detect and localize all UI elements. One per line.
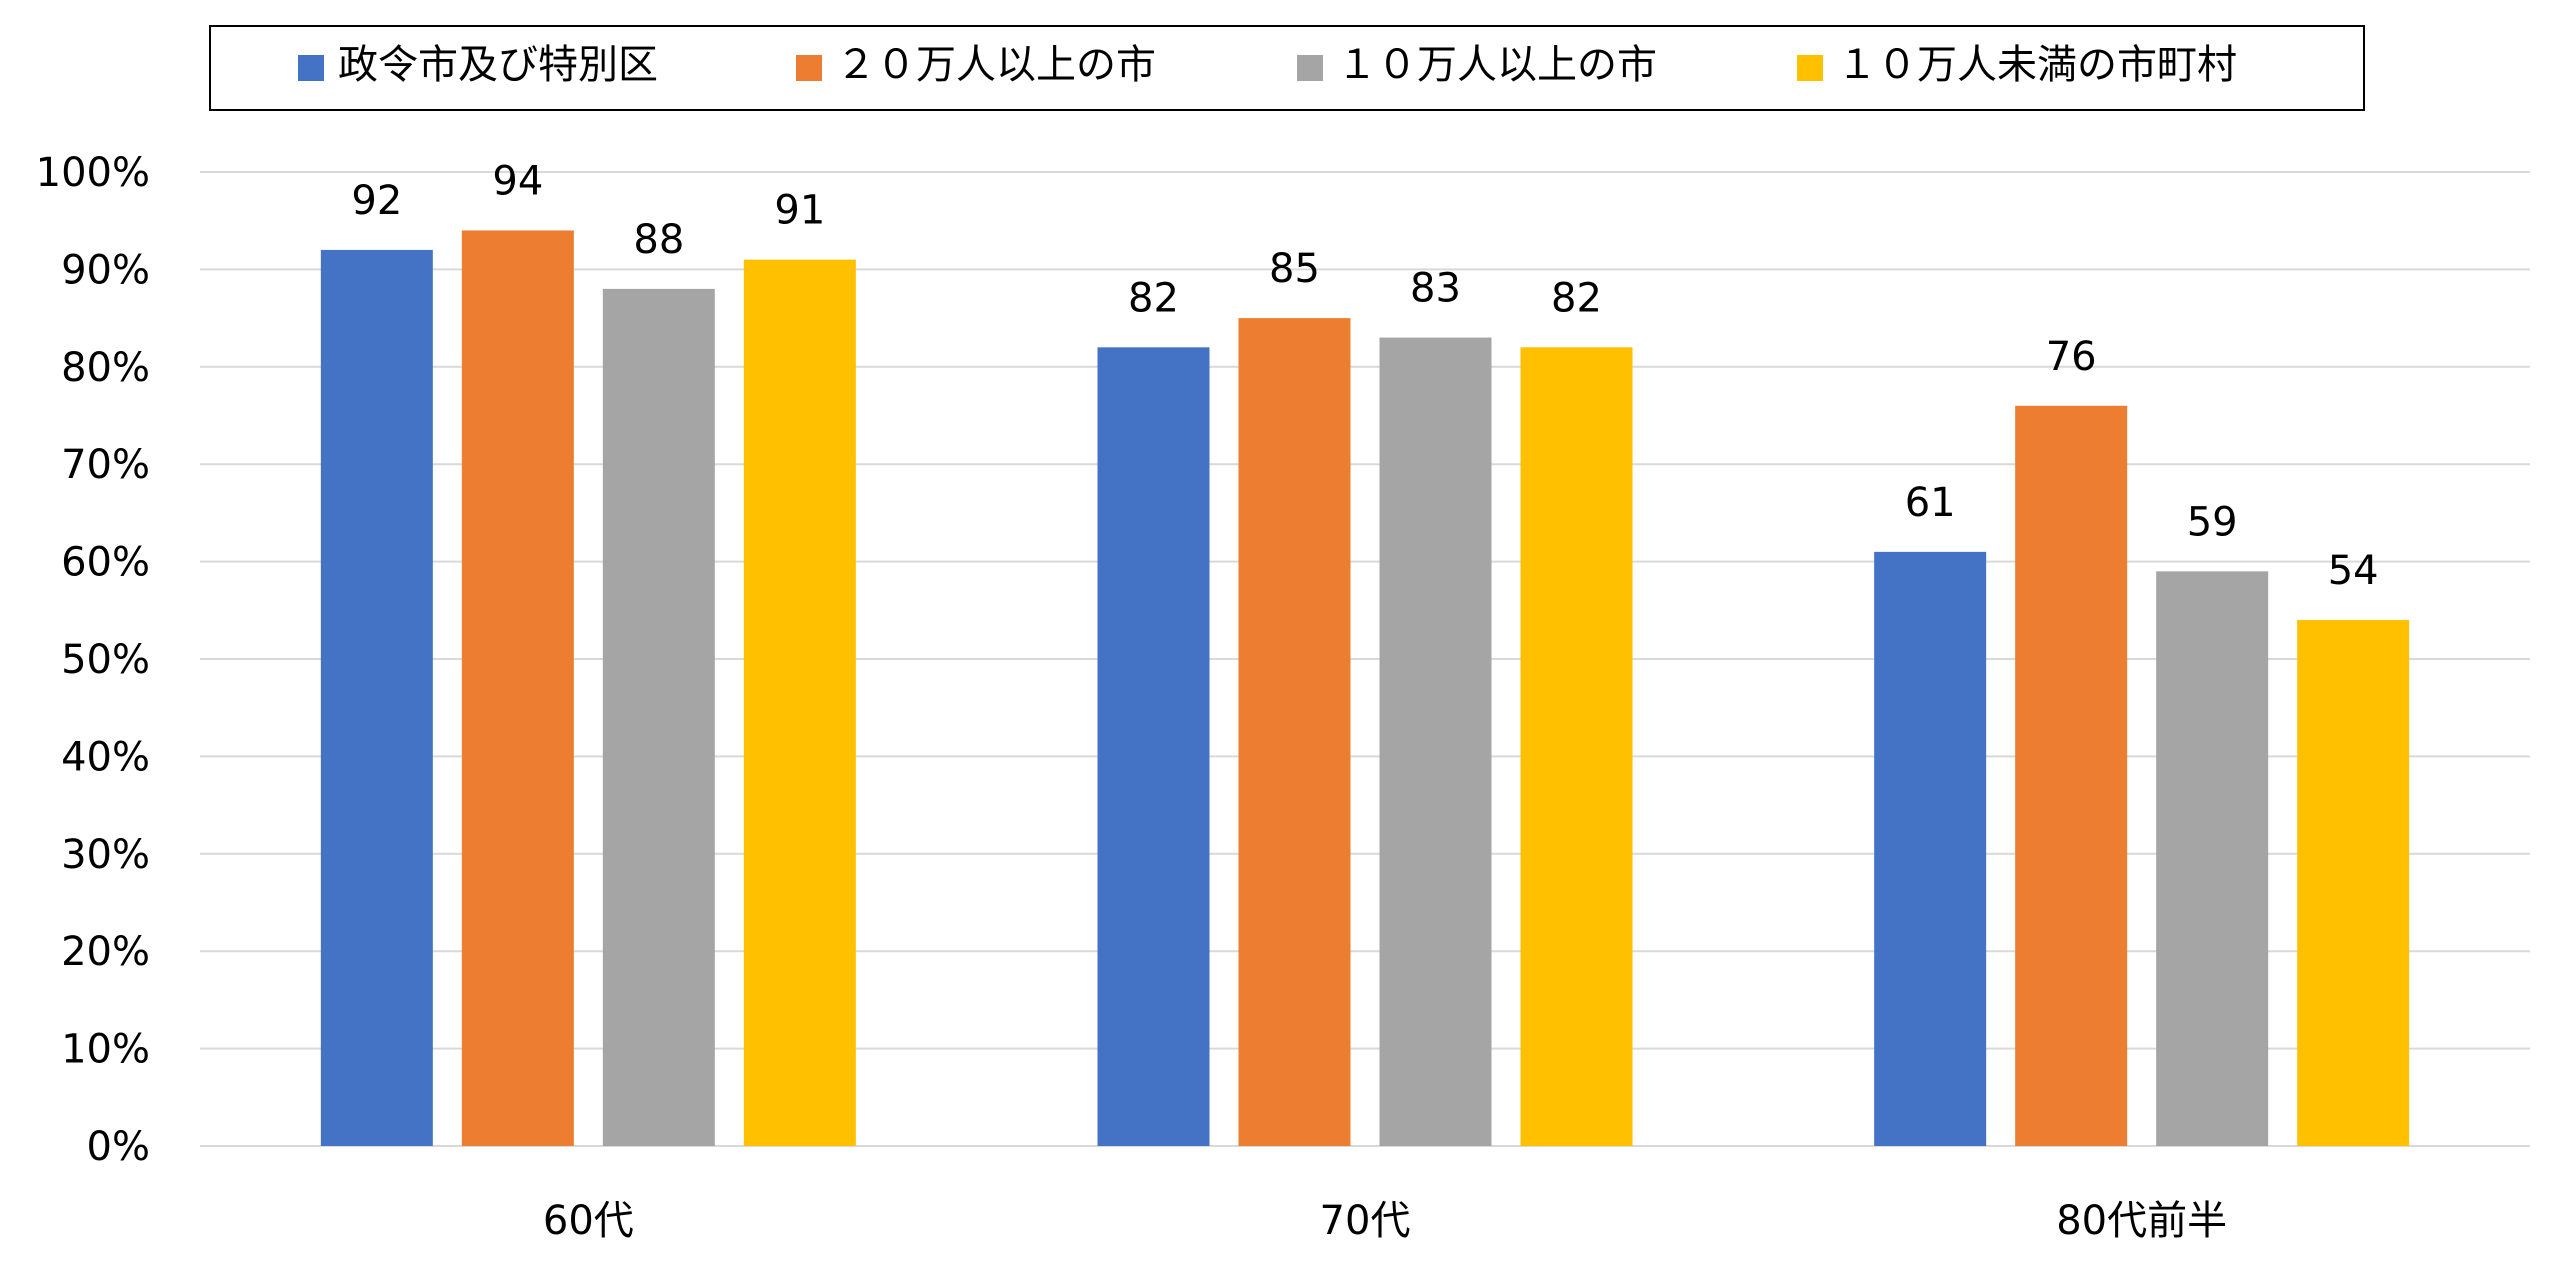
- y-tick-label: 90%: [61, 247, 150, 293]
- legend-swatch: [1297, 55, 1323, 81]
- y-tick-label: 80%: [61, 345, 150, 391]
- legend-swatch: [1797, 55, 1823, 81]
- y-tick-label: 40%: [61, 734, 150, 780]
- bars: [320, 230, 2410, 1147]
- data-label: 54: [2328, 548, 2379, 594]
- y-tick-label: 60%: [61, 540, 150, 586]
- y-tick-label: 100%: [36, 150, 150, 196]
- data-label: 82: [1128, 275, 1179, 321]
- y-axis-tick-labels: 0% 10% 20% 30% 40% 50% 60% 70% 80% 90% 100%: [36, 150, 150, 1170]
- data-label: 76: [2046, 334, 2097, 380]
- legend-label: 政令市及び特別区: [338, 42, 658, 88]
- bar: [320, 249, 433, 1147]
- category-label: 60代: [543, 1198, 634, 1244]
- legend-label: １０万人未満の市町村: [1837, 42, 2237, 88]
- bar: [2156, 571, 2269, 1146]
- data-label: 92: [351, 178, 402, 224]
- legend-box: [209, 25, 2365, 111]
- category-label: 70代: [1320, 1198, 1411, 1244]
- y-tick-label: 10%: [61, 1027, 150, 1073]
- bar: [2297, 620, 2410, 1146]
- bar: [743, 259, 856, 1146]
- legend: 政令市及び特別区 ２０万人以上の市 １０万人以上の市 １０万人未満の市町村: [209, 25, 2365, 111]
- legend-label: １０万人以上の市: [1337, 42, 1657, 88]
- data-label: 94: [492, 158, 543, 204]
- bar: [1097, 347, 1210, 1146]
- y-tick-label: 20%: [61, 929, 150, 975]
- data-labels: 92 94 88 91 82 85 83 82 61 76 59 54: [351, 158, 2378, 594]
- data-label: 59: [2187, 499, 2238, 545]
- legend-swatch: [298, 55, 324, 81]
- data-label: 82: [1551, 275, 1602, 321]
- bar: [2015, 405, 2128, 1146]
- data-label: 85: [1269, 246, 1320, 292]
- y-tick-label: 70%: [61, 442, 150, 488]
- y-tick-label: 50%: [61, 637, 150, 683]
- data-label: 88: [633, 217, 684, 263]
- legend-label: ２０万人以上の市: [836, 42, 1156, 88]
- y-tick-label: 0%: [87, 1124, 150, 1170]
- y-tick-label: 30%: [61, 832, 150, 878]
- bar: [602, 288, 715, 1146]
- gridlines: [200, 171, 2530, 1147]
- category-label: 80代前半: [2056, 1198, 2227, 1244]
- legend-swatch: [796, 55, 822, 81]
- bar: [1874, 551, 1987, 1146]
- bar: [1238, 318, 1351, 1147]
- data-label: 83: [1410, 266, 1461, 312]
- data-label: 91: [774, 188, 825, 234]
- x-axis-category-labels: 60代 70代 80代前半: [543, 1198, 2227, 1244]
- bar: [1379, 337, 1492, 1147]
- bar: [1520, 347, 1633, 1146]
- data-label: 61: [1905, 480, 1956, 526]
- bar: [461, 230, 574, 1146]
